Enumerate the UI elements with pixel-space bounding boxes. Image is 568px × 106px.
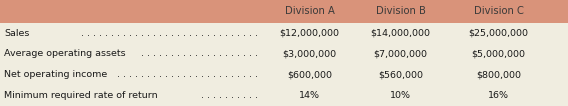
Text: 14%: 14% bbox=[299, 91, 320, 100]
Text: Division A: Division A bbox=[285, 6, 335, 16]
Text: Sales: Sales bbox=[4, 29, 30, 38]
Text: $560,000: $560,000 bbox=[378, 70, 423, 79]
Text: 10%: 10% bbox=[390, 91, 411, 100]
Text: . . . . . . . . . .: . . . . . . . . . . bbox=[202, 91, 258, 100]
Text: Minimum required rate of return: Minimum required rate of return bbox=[4, 91, 157, 100]
Text: 16%: 16% bbox=[488, 91, 509, 100]
Text: $7,000,000: $7,000,000 bbox=[373, 50, 428, 59]
Text: $14,000,000: $14,000,000 bbox=[370, 29, 431, 38]
Text: $5,000,000: $5,000,000 bbox=[471, 50, 526, 59]
Text: . . . . . . . . . . . . . . . . . . . . . . . .: . . . . . . . . . . . . . . . . . . . . … bbox=[118, 70, 258, 79]
Text: $800,000: $800,000 bbox=[476, 70, 521, 79]
Text: Net operating income: Net operating income bbox=[4, 70, 107, 79]
Text: $3,000,000: $3,000,000 bbox=[282, 50, 337, 59]
FancyBboxPatch shape bbox=[0, 23, 568, 106]
Text: $12,000,000: $12,000,000 bbox=[279, 29, 340, 38]
Text: Division C: Division C bbox=[474, 6, 524, 16]
Text: . . . . . . . . . . . . . . . . . . . . . . . . . . . . . .: . . . . . . . . . . . . . . . . . . . . … bbox=[81, 29, 258, 38]
Text: $25,000,000: $25,000,000 bbox=[469, 29, 529, 38]
Text: $600,000: $600,000 bbox=[287, 70, 332, 79]
Text: Average operating assets: Average operating assets bbox=[4, 50, 126, 59]
Text: Division B: Division B bbox=[375, 6, 425, 16]
Text: . . . . . . . . . . . . . . . . . . . .: . . . . . . . . . . . . . . . . . . . . bbox=[141, 50, 258, 59]
FancyBboxPatch shape bbox=[0, 0, 568, 23]
